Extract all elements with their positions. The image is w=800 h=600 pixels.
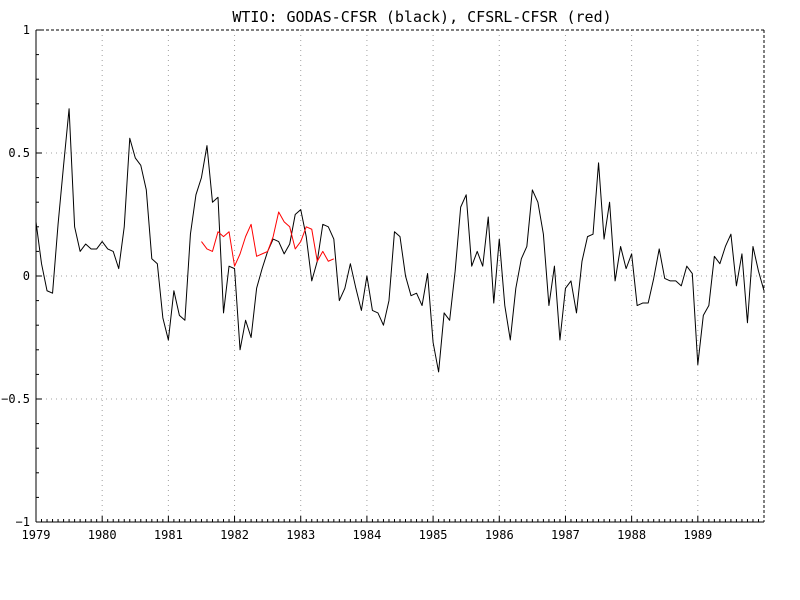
y-tick-label: 0.5 [8, 146, 30, 160]
chart-title: WTIO: GODAS-CFSR (black), CFSRL-CFSR (re… [232, 8, 611, 26]
x-tick-label: 1984 [352, 528, 381, 542]
x-tick-label: 1979 [22, 528, 51, 542]
plot-frame [35, 29, 765, 523]
series-layer [35, 108, 765, 373]
series-line-red [201, 211, 335, 267]
grid-layer [36, 30, 764, 522]
x-tick-label: 1982 [220, 528, 249, 542]
y-tick-label: −1 [16, 515, 30, 529]
series-line-black [35, 108, 765, 373]
x-tick-label: 1980 [88, 528, 117, 542]
y-tick-label: 0 [23, 269, 30, 283]
x-tick-label: 1981 [154, 528, 183, 542]
x-tick-label: 1983 [286, 528, 315, 542]
x-tick-label: 1985 [419, 528, 448, 542]
y-tick-label: 1 [23, 23, 30, 37]
y-tick-label: −0.5 [1, 392, 30, 406]
axis-ticks: 1979 1980 1981 1982 1983 1984 1985 1986 1987 1988… [1, 23, 759, 542]
x-tick-label: 1987 [551, 528, 580, 542]
x-tick-label: 1986 [485, 528, 514, 542]
x-tick-label: 1989 [683, 528, 712, 542]
x-tick-label: 1988 [617, 528, 646, 542]
